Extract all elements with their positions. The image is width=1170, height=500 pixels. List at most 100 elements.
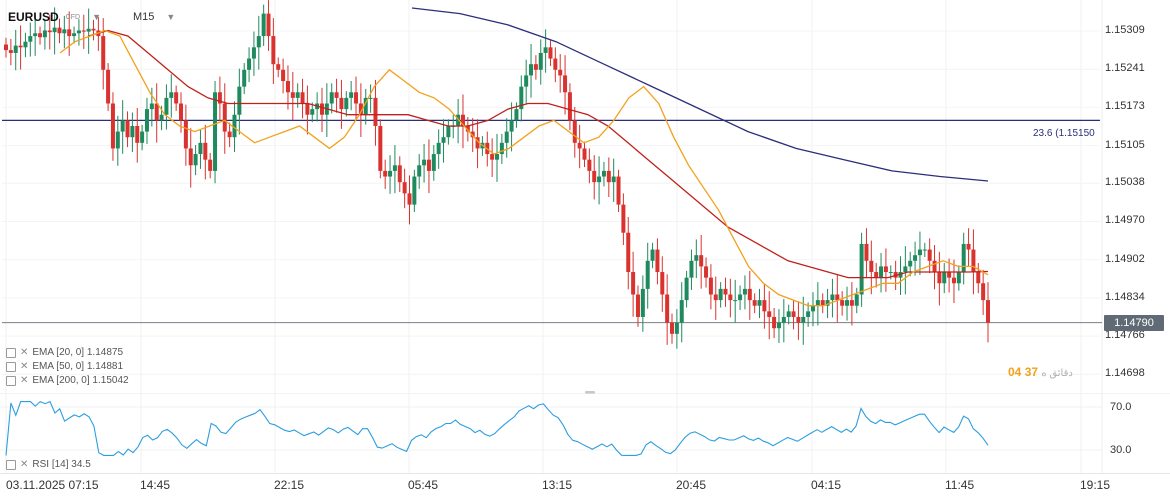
candle-body xyxy=(120,120,125,132)
candle-body xyxy=(383,170,388,177)
candle-body xyxy=(52,27,57,33)
candle-body xyxy=(344,97,349,110)
legend-ema50[interactable]: ✕ EMA [50, 0] 1.14881 xyxy=(6,361,123,372)
candle-body xyxy=(713,294,718,301)
candle-body xyxy=(874,272,879,278)
legend-ema50-text: EMA [50, 0] 1.14881 xyxy=(32,361,124,372)
rsi-upper-level: 70.0 xyxy=(1110,401,1132,413)
price-pane[interactable] xyxy=(0,0,1170,393)
legend-settings-icon[interactable] xyxy=(6,347,16,358)
candle-body xyxy=(840,300,845,306)
ema50-line xyxy=(87,29,989,279)
symbol-dropdown-caret-icon[interactable]: ▼ xyxy=(92,12,101,22)
candle-body xyxy=(592,170,597,183)
price-tick-label: 1.15241 xyxy=(1105,62,1145,75)
timeframe-dropdown-caret-icon[interactable]: ▼ xyxy=(166,12,176,22)
candle-body xyxy=(81,30,86,32)
candle-body xyxy=(932,260,937,273)
legend-ema20[interactable]: ✕ EMA [20, 0] 1.14875 xyxy=(6,347,123,358)
candle-body xyxy=(563,75,568,93)
price-chart-svg[interactable] xyxy=(0,0,1170,393)
candle-body xyxy=(888,272,893,274)
legend-close-icon[interactable]: ✕ xyxy=(20,347,29,358)
candle-body xyxy=(101,36,106,70)
candle-body xyxy=(349,92,354,98)
candle-body xyxy=(504,131,509,143)
candle-body xyxy=(908,260,913,267)
candle-body xyxy=(670,322,675,334)
candle-body xyxy=(859,243,864,295)
candle-body xyxy=(499,142,504,155)
candle-body xyxy=(358,103,363,115)
legend-rsi-text: RSI [14] 34.5 xyxy=(32,459,91,470)
time-label: 04:15 xyxy=(811,478,842,492)
candle-body xyxy=(266,13,271,37)
candle-body xyxy=(752,300,757,306)
candle-body xyxy=(13,45,18,53)
candle-body xyxy=(616,176,621,205)
candle-body xyxy=(57,27,62,34)
candle-body xyxy=(674,322,679,334)
rsi-pane[interactable]: 70.0 30.0 ✕ RSI [14] 34.5 xyxy=(0,393,1170,473)
candle-body xyxy=(806,311,811,317)
candle-body xyxy=(91,28,96,31)
candle-body xyxy=(247,58,252,70)
price-tick-label: 1.14766 xyxy=(1105,329,1145,342)
legend-settings-icon[interactable] xyxy=(6,375,16,386)
candle-body xyxy=(368,97,373,99)
candle-body xyxy=(392,165,397,171)
candle-body xyxy=(490,154,495,160)
rsi-chart-svg[interactable] xyxy=(0,393,1170,473)
candle-body xyxy=(689,260,694,278)
candle-body xyxy=(4,44,8,51)
candle-body xyxy=(742,288,747,295)
candle-body xyxy=(733,300,738,302)
symbol-name[interactable]: EURUSD xyxy=(8,10,59,24)
candle-body xyxy=(820,300,825,306)
candle-countdown: 04 ﺩﻗﺎﺋﻖ ﻩ 37 xyxy=(1008,365,1073,379)
legend-close-icon[interactable]: ✕ xyxy=(20,459,29,470)
candle-body xyxy=(655,249,660,273)
candle-body xyxy=(796,316,801,323)
candle-body xyxy=(723,288,728,295)
time-label: 03.11.2025 07:15 xyxy=(6,478,99,492)
candle-body xyxy=(18,45,23,48)
timeframe-selector[interactable]: M15 xyxy=(132,11,155,23)
legend-settings-icon[interactable] xyxy=(6,459,16,470)
candle-body xyxy=(640,288,645,317)
candle-body xyxy=(242,69,247,87)
candle-body xyxy=(256,36,261,48)
candle-body xyxy=(329,92,334,104)
candle-body xyxy=(33,33,38,37)
candle-body xyxy=(699,255,704,267)
time-axis[interactable]: 03.11.2025 07:15 14:45 22:15 05:45 13:15… xyxy=(0,473,1170,500)
candle-body xyxy=(913,255,918,261)
candle-body xyxy=(971,249,976,273)
candle-body xyxy=(495,154,499,160)
legend-close-icon[interactable]: ✕ xyxy=(20,375,29,386)
candle-body xyxy=(917,249,922,256)
legend-close-icon[interactable]: ✕ xyxy=(20,361,29,372)
candle-body xyxy=(441,137,446,143)
ema200-line xyxy=(411,7,989,182)
price-tick-label: 1.15309 xyxy=(1105,24,1145,37)
candle-body xyxy=(845,300,850,306)
candle-body xyxy=(339,97,344,110)
candle-body xyxy=(898,272,903,278)
candle-body xyxy=(188,148,193,166)
candle-body xyxy=(140,131,145,143)
legend-settings-icon[interactable] xyxy=(6,361,16,372)
candle-body xyxy=(529,64,534,76)
candle-body xyxy=(470,131,475,138)
candle-body xyxy=(115,131,120,149)
candle-body xyxy=(631,272,636,295)
legend-rsi[interactable]: ✕ RSI [14] 34.5 xyxy=(6,459,91,470)
price-tick-label: 1.15038 xyxy=(1105,176,1145,189)
candle-body xyxy=(635,294,640,317)
legend-ema200-text: EMA [200, 0] 1.15042 xyxy=(32,375,129,386)
legend-ema200[interactable]: ✕ EMA [200, 0] 1.15042 xyxy=(6,375,129,386)
candle-body xyxy=(879,266,884,278)
chart-toolbar: EURUSD CFD ▼ M15 ▼ xyxy=(8,6,175,28)
candle-body xyxy=(694,255,699,261)
